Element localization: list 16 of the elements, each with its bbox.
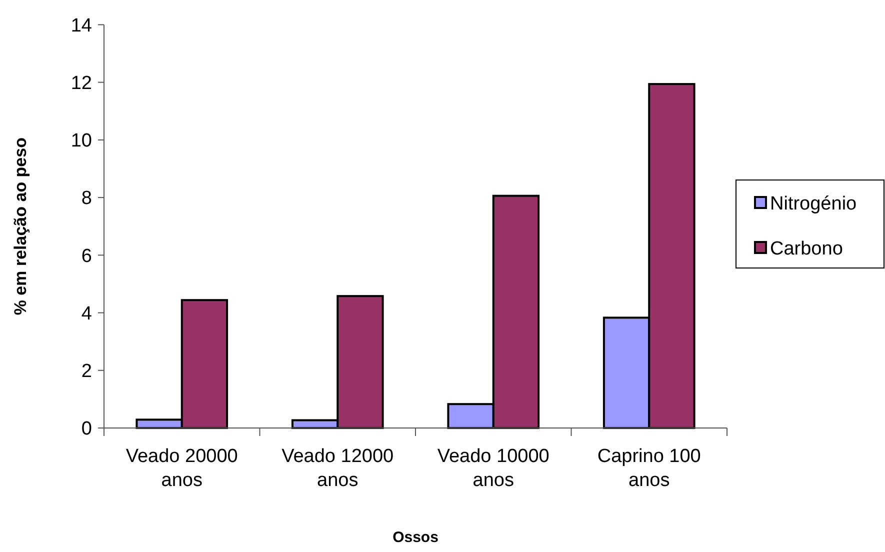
y-axis-title: % em relação ao peso [11,138,30,316]
y-tick-label: 10 [70,130,92,152]
x-tick-label: Veado 20000 anos [126,446,238,491]
y-tick-label: 2 [81,361,92,382]
x-tick-label: Veado 12000 anos [282,446,394,491]
y-tick-label: 0 [81,418,92,440]
x-tick-label: Caprino 100 anos [597,446,701,491]
y-tick-label: 12 [70,72,92,94]
y-tick-label: 8 [81,188,92,210]
y-tick-label: 4 [81,303,92,324]
x-axis-title: Ossos [392,529,438,546]
y-tick-label: 6 [81,246,92,267]
x-tick-label: Veado 10000 anos [437,446,550,491]
y-tick-label: 14 [70,15,92,36]
legend-label: Nitrogénio [770,194,857,215]
legend-label: Carbono [770,238,843,260]
